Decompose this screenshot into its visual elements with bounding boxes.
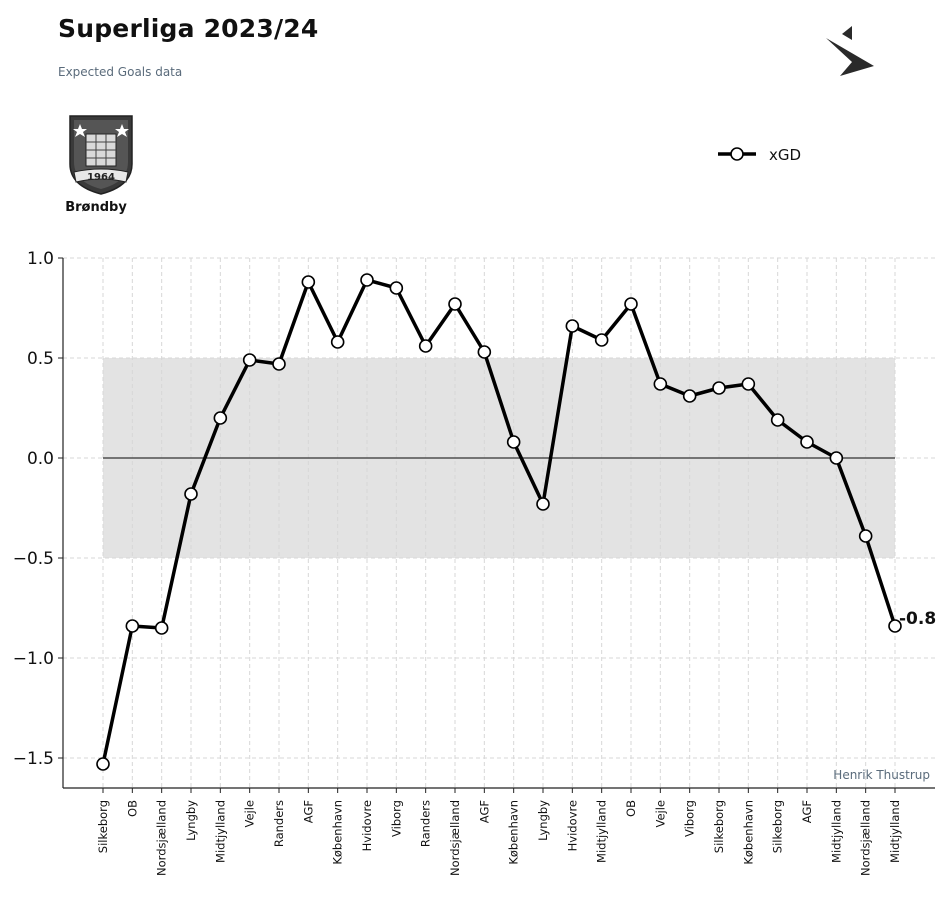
- arrow-logo-icon: [826, 26, 874, 76]
- x-tick-label: Randers: [419, 800, 433, 847]
- xgd-data-point: [125, 619, 140, 633]
- y-tick-label: 1.0: [27, 249, 54, 269]
- x-tick-label: Nordsjælland: [859, 800, 873, 876]
- x-tick-label: AGF: [800, 800, 814, 823]
- xgd-data-point: [272, 357, 286, 371]
- xgd-data-point: [682, 389, 697, 403]
- xgd-data-point: [360, 273, 374, 287]
- x-tick-label: Midtjylland: [829, 800, 843, 863]
- y-tick-label: −1.5: [13, 749, 54, 769]
- xgd-data-point: [301, 275, 316, 289]
- x-tick-label: Viborg: [389, 800, 403, 837]
- y-tick-label: 0.0: [27, 449, 54, 469]
- xgd-data-point: [154, 621, 169, 635]
- xgd-series-line: [101, 278, 897, 765]
- x-tick-label: Randers: [272, 800, 286, 847]
- xgd-data-point: [653, 377, 668, 391]
- x-tick-label: Nordsjælland: [155, 800, 169, 876]
- x-tick-label: Vejle: [243, 800, 257, 828]
- xgd-data-point: [800, 435, 814, 449]
- xgd-data-point: [712, 381, 726, 395]
- xgd-data-point: [829, 451, 844, 465]
- y-tick-label: −1.0: [13, 649, 54, 669]
- xgd-data-point: [858, 529, 873, 543]
- y-tick-label: 0.5: [27, 349, 54, 369]
- x-tick-label: Hvidovre: [360, 800, 374, 851]
- xgd-data-point: [418, 339, 433, 353]
- y-tick-label: −0.5: [13, 549, 54, 569]
- x-tick-label: Viborg: [683, 800, 697, 837]
- x-tick-label: Nordsjælland: [448, 800, 462, 876]
- xgd-data-point: [213, 411, 228, 425]
- crest-year: 1964: [87, 172, 115, 183]
- legend-label: xGD: [769, 146, 801, 164]
- xgd-data-point: [770, 413, 785, 427]
- chart-credit: Henrik Thustrup: [833, 768, 930, 782]
- x-tick-label: Silkeborg: [96, 800, 110, 853]
- xgd-data-point: [448, 297, 462, 311]
- legend-marker: [730, 147, 744, 161]
- x-tick-label: Midtjylland: [595, 800, 609, 863]
- xgd-data-point: [888, 619, 902, 633]
- page-title: Superliga 2023/24: [58, 14, 319, 43]
- x-tick-label: Lyngby: [184, 800, 198, 841]
- x-tick-label: København: [741, 800, 755, 865]
- xgd-data-point: [389, 281, 404, 295]
- x-tick-label: Lyngby: [536, 800, 550, 841]
- xgd-data-point: [184, 487, 198, 501]
- x-tick-label: OB: [125, 800, 139, 817]
- x-tick-label: København: [331, 800, 345, 865]
- xgd-data-point: [506, 435, 521, 449]
- page-subtitle: Expected Goals data: [58, 65, 183, 79]
- xgd-data-point: [565, 319, 580, 333]
- xgd-data-point: [96, 757, 110, 771]
- xgd-data-point: [536, 497, 550, 511]
- x-tick-label: Midtjylland: [213, 800, 227, 863]
- x-tick-label: Vejle: [653, 800, 667, 828]
- xgd-data-point: [242, 353, 257, 367]
- end-value-label: -0.8: [899, 609, 936, 629]
- x-tick-label: Silkeborg: [771, 800, 785, 853]
- xgd-data-point: [594, 333, 609, 347]
- xgd-data-point: [741, 377, 756, 391]
- brondby-crest-icon: 1964: [69, 115, 133, 195]
- x-tick-label: AGF: [301, 800, 315, 823]
- team-name: Brøndby: [65, 200, 127, 215]
- x-tick-label: Hvidovre: [565, 800, 579, 851]
- xgd-data-point: [624, 297, 638, 311]
- x-tick-label: Silkeborg: [712, 800, 726, 853]
- x-tick-label: Midtjylland: [888, 800, 902, 863]
- x-tick-label: OB: [624, 800, 638, 817]
- x-tick-label: AGF: [477, 800, 491, 823]
- xgd-data-point: [330, 335, 345, 349]
- x-tick-label: København: [507, 800, 521, 865]
- xgd-data-point: [477, 345, 492, 359]
